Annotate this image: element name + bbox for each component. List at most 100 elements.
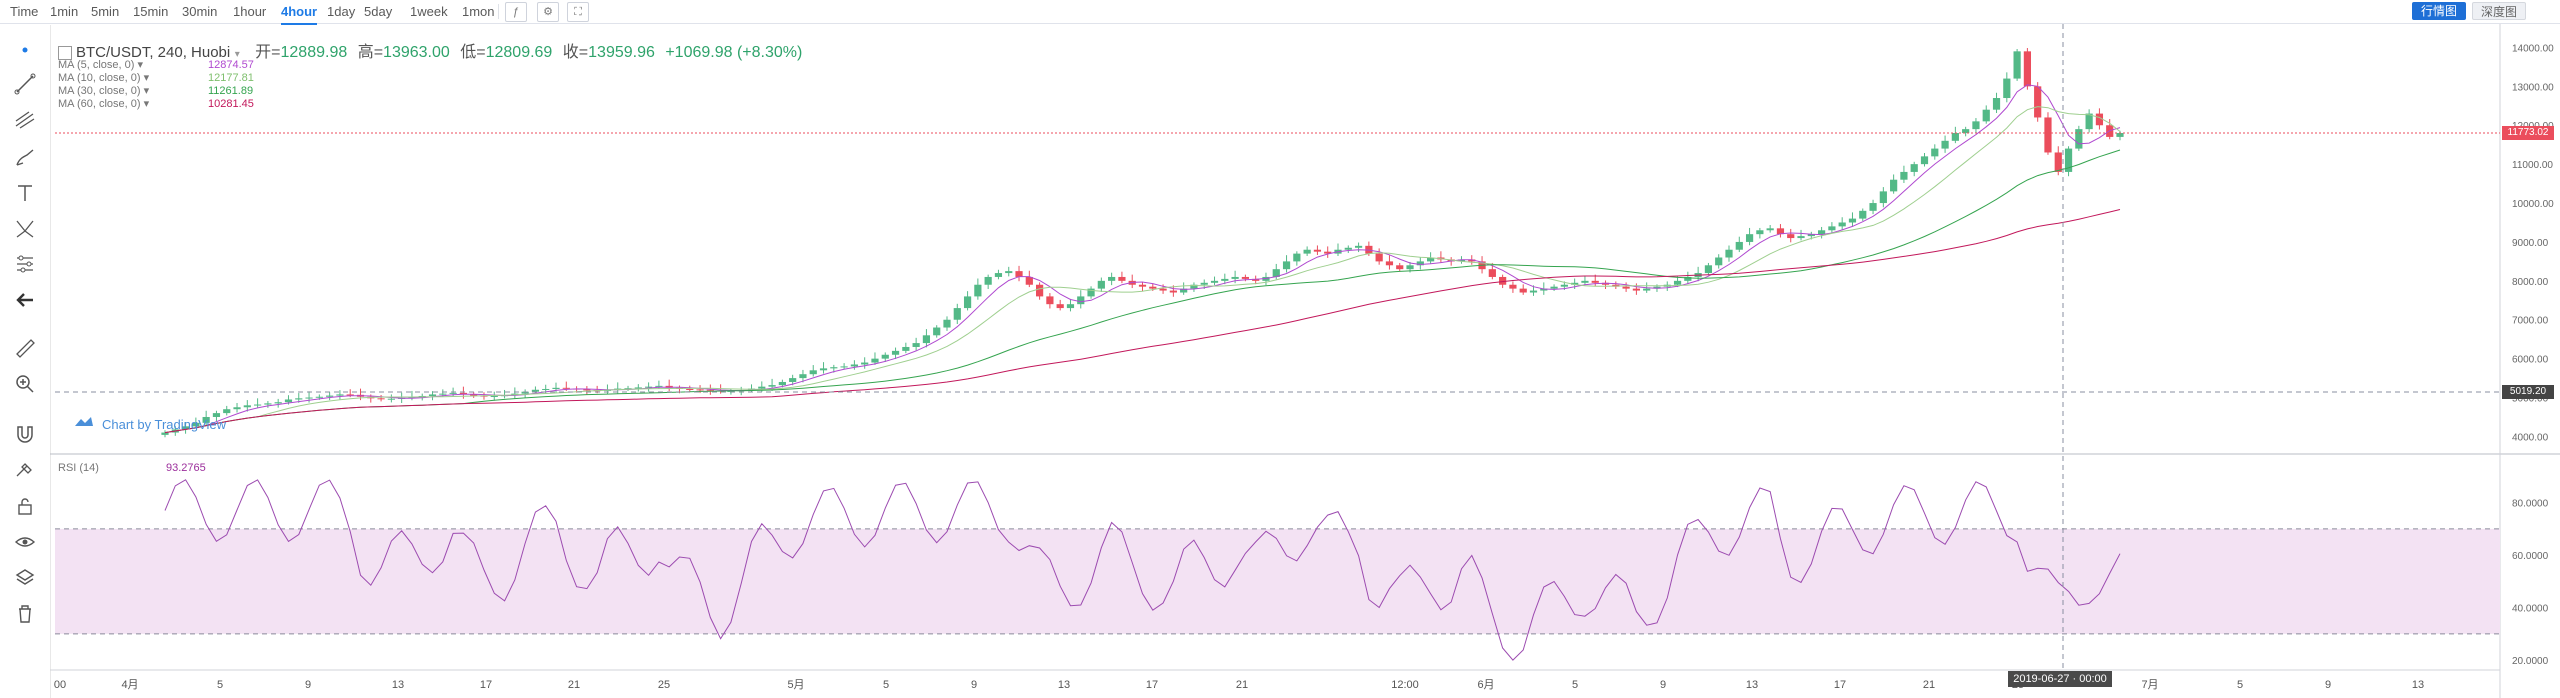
candle-body [943, 319, 951, 328]
indicators-button[interactable]: ƒ [505, 2, 527, 22]
text-icon[interactable] [13, 181, 37, 205]
candle-body [1653, 286, 1661, 289]
price-tick-label: 13000.00 [2512, 82, 2554, 93]
watermark[interactable]: Chart by TradingView [76, 417, 226, 432]
candle-body [1169, 290, 1177, 293]
price-tick-label: 11000.00 [2512, 160, 2553, 171]
candle-body [1622, 286, 1630, 289]
fullscreen-button[interactable]: ⛶ [567, 2, 589, 22]
lock-drawing-icon[interactable] [13, 458, 37, 482]
candle-body [1571, 282, 1579, 285]
candle-body [1818, 230, 1826, 235]
candle-body [1807, 234, 1815, 237]
crosshair-price-tag: 5019.20 [2502, 385, 2554, 399]
candle-body [1529, 290, 1538, 293]
candle-body [1005, 271, 1013, 274]
candle-body [1149, 286, 1157, 289]
ma-study-value: 10281.45 [208, 98, 254, 110]
interval-30min[interactable]: 30min [182, 4, 218, 19]
eye-icon[interactable] [13, 530, 37, 554]
time-tick-label: 17 [480, 679, 492, 691]
trash-icon[interactable] [13, 602, 37, 626]
unlock-icon[interactable] [13, 494, 37, 518]
interval-1week[interactable]: 1week [410, 4, 448, 19]
candle-body [1900, 171, 1908, 180]
ma-study-row[interactable]: MA (60, close, 0) ▾ 10281.45 [58, 96, 254, 112]
candles-view-button[interactable]: 行情图 [2412, 2, 2466, 20]
candle-body [2013, 51, 2021, 79]
back-arrow-icon[interactable] [13, 288, 37, 312]
candle-body [284, 399, 293, 403]
interval-1mon[interactable]: 1mon [462, 4, 495, 19]
chevron-down-icon[interactable]: ▾ [234, 49, 240, 60]
candle-body [902, 346, 910, 351]
candle-body [2095, 113, 2104, 126]
ma-study-row[interactable]: MA (10, close, 0) ▾ 12177.81 [58, 70, 254, 86]
candle-body [1776, 228, 1785, 235]
candle-body [1797, 236, 1805, 239]
brush-icon[interactable] [13, 145, 37, 169]
layers-icon[interactable] [13, 566, 37, 590]
settings-button[interactable]: ⚙ [537, 2, 559, 22]
candle-body [2116, 133, 2124, 137]
dot-icon[interactable] [13, 38, 37, 62]
candle-body [1200, 282, 1208, 285]
candle-body [1992, 98, 2001, 110]
candle-body [459, 392, 467, 395]
price-tick-label: 7000.00 [2512, 316, 2549, 327]
collapse-icon[interactable] [58, 45, 72, 60]
candle-body [1056, 304, 1064, 309]
crosshair-time-tag: 2019-06-27 · 00:00 [2008, 671, 2112, 687]
interval-1min[interactable]: 1min [50, 4, 79, 19]
candle-body [1581, 280, 1589, 283]
price-tick-label: 8000.00 [2512, 277, 2549, 288]
zoom-icon[interactable] [13, 372, 37, 396]
ruler-icon[interactable] [13, 336, 37, 360]
measure-icon[interactable] [13, 252, 37, 276]
low-label: 低= [460, 44, 486, 61]
time-tick-label: 5 [2237, 679, 2243, 691]
depth-view-button[interactable]: 深度图 [2472, 2, 2526, 20]
candle-body [1159, 288, 1167, 291]
candle-body [1087, 288, 1095, 297]
time-tick-label: 6月 [1477, 679, 1494, 691]
tradingview-logo-icon [75, 417, 93, 426]
interval-5min[interactable]: 5min [91, 4, 120, 19]
candle-body [531, 389, 540, 392]
candle-body [1097, 280, 1105, 289]
trend-line-icon[interactable] [13, 72, 37, 96]
candle-body [490, 395, 498, 397]
rsi-tick-label: 40.0000 [2512, 604, 2549, 615]
candle-body [1715, 257, 1723, 266]
magnet-icon[interactable] [13, 422, 37, 446]
candle-body [470, 394, 478, 396]
price-tick-label: 10000.00 [2512, 199, 2554, 210]
pitchfork-icon[interactable] [13, 108, 37, 132]
candle-body [840, 366, 848, 368]
chart-legend: BTC/USDT, 240, Huobi ▾ 开=12889.98 高=1396… [58, 38, 802, 62]
ma-line [164, 149, 2121, 434]
interval-15min[interactable]: 15min [133, 4, 169, 19]
candle-body [1972, 121, 1980, 130]
ma-study-row[interactable]: MA (5, close, 0) ▾ 12874.57 [58, 57, 254, 73]
interval-1day[interactable]: 1day [327, 4, 356, 19]
candle-body [933, 327, 941, 336]
time-tick-label: 5 [883, 679, 889, 691]
interval-1hour[interactable]: 1hour [233, 4, 267, 19]
ma-study-row[interactable]: MA (30, close, 0) ▾ 11261.89 [58, 83, 253, 99]
time-tick-label: 21 [568, 679, 580, 691]
change-value: +1069.98 (+8.30%) [665, 44, 803, 61]
candle-body [1025, 276, 1033, 285]
pattern-icon[interactable] [13, 217, 37, 241]
candle-body [1735, 241, 1743, 250]
candle-body [428, 394, 437, 396]
high-label: 高= [357, 44, 384, 61]
interval-time[interactable]: Time [10, 4, 39, 19]
interval-5day[interactable]: 5day [364, 4, 393, 19]
candle-body [686, 388, 694, 390]
candle-body [1015, 271, 1023, 277]
candle-body [1848, 218, 1857, 223]
last-price-tag: 11773.02 [2502, 126, 2554, 140]
interval-4hour[interactable]: 4hour [281, 0, 318, 25]
